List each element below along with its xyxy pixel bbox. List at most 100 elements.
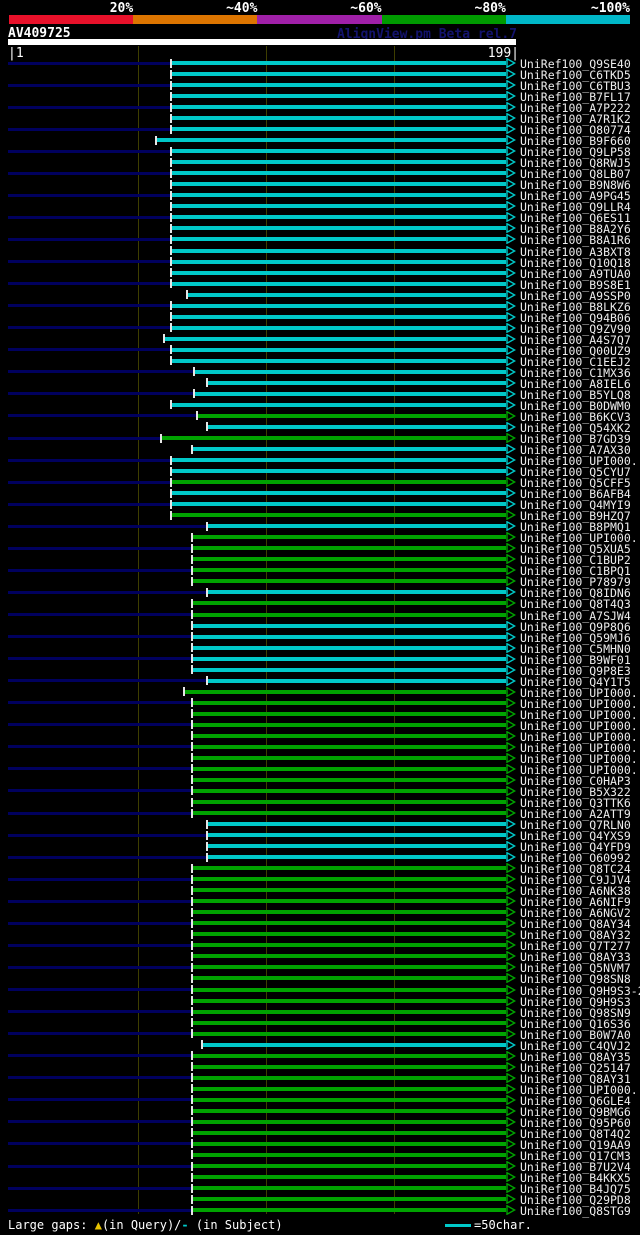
subject-label[interactable]: UniRef100_Q16S36 bbox=[520, 1016, 631, 1031]
subject-label[interactable]: UniRef100_UPI000.. bbox=[520, 685, 640, 700]
alignment-bar[interactable] bbox=[172, 204, 506, 209]
subject-label[interactable]: UniRef100_P78979 bbox=[520, 575, 631, 590]
alignment-bar[interactable] bbox=[192, 1031, 506, 1036]
subject-label[interactable]: UniRef100_Q19AA9 bbox=[520, 1137, 631, 1152]
alignment-bar[interactable] bbox=[192, 910, 506, 915]
subject-label[interactable]: UniRef100_B9F660 bbox=[520, 134, 631, 149]
alignment-bar[interactable] bbox=[192, 1053, 506, 1058]
subject-label[interactable]: UniRef100_A9SSP0 bbox=[520, 288, 631, 303]
alignment-bar[interactable] bbox=[172, 502, 506, 507]
subject-label[interactable]: UniRef100_Q25147 bbox=[520, 1060, 631, 1075]
alignment-bar[interactable] bbox=[192, 1020, 506, 1025]
alignment-bar[interactable] bbox=[197, 413, 506, 418]
alignment-bar[interactable] bbox=[192, 932, 506, 937]
alignment-bar[interactable] bbox=[172, 402, 506, 407]
alignment-bar[interactable] bbox=[172, 325, 506, 330]
alignment-bar[interactable] bbox=[172, 237, 506, 242]
subject-label[interactable]: UniRef100_Q9LP58 bbox=[520, 145, 631, 160]
alignment-bar[interactable] bbox=[208, 833, 506, 838]
alignment-bar[interactable] bbox=[192, 722, 506, 727]
subject-label[interactable]: UniRef100_A6NIF9 bbox=[520, 895, 631, 910]
alignment-bar[interactable] bbox=[192, 733, 506, 738]
alignment-bar[interactable] bbox=[192, 954, 506, 959]
alignment-bar[interactable] bbox=[192, 1197, 506, 1202]
alignment-bar[interactable] bbox=[192, 667, 506, 672]
subject-label[interactable]: UniRef100_UPI000.. bbox=[520, 751, 640, 766]
alignment-bar[interactable] bbox=[192, 899, 506, 904]
subject-label[interactable]: UniRef100_B8A2Y6 bbox=[520, 222, 631, 237]
subject-label[interactable]: UniRef100_B0DWM0 bbox=[520, 398, 631, 413]
subject-label[interactable]: UniRef100_Q00UZ9 bbox=[520, 343, 631, 358]
subject-label[interactable]: UniRef100_A6NGV2 bbox=[520, 906, 631, 921]
alignment-bar[interactable] bbox=[192, 976, 506, 981]
alignment-bar[interactable] bbox=[192, 1119, 506, 1124]
alignment-bar[interactable] bbox=[156, 138, 506, 143]
alignment-bar[interactable] bbox=[192, 888, 506, 893]
alignment-bar[interactable] bbox=[161, 436, 506, 441]
alignment-bar[interactable] bbox=[192, 656, 506, 661]
alignment-bar[interactable] bbox=[172, 61, 506, 65]
subject-label[interactable]: UniRef100_Q8RWJ5 bbox=[520, 156, 631, 171]
alignment-bar[interactable] bbox=[192, 700, 506, 705]
subject-label[interactable]: UniRef100_C4QVJ2 bbox=[520, 1038, 631, 1053]
alignment-bar[interactable] bbox=[172, 226, 506, 231]
alignment-bar[interactable] bbox=[192, 1086, 506, 1091]
alignment-bar[interactable] bbox=[172, 193, 506, 198]
alignment-bar[interactable] bbox=[172, 94, 506, 99]
subject-label[interactable]: UniRef100_B7U2V4 bbox=[520, 1160, 631, 1174]
alignment-bar[interactable] bbox=[192, 1164, 506, 1168]
subject-label[interactable]: UniRef100_Q17CM3 bbox=[520, 1148, 631, 1163]
alignment-bar[interactable] bbox=[192, 998, 506, 1003]
subject-label[interactable]: UniRef100_Q3TTK6 bbox=[520, 796, 631, 810]
alignment-bar[interactable] bbox=[192, 1064, 506, 1069]
alignment-bar[interactable] bbox=[187, 292, 506, 297]
alignment-bar[interactable] bbox=[202, 1042, 506, 1047]
alignment-bar[interactable] bbox=[172, 314, 506, 319]
subject-label[interactable]: UniRef100_UPI000.. bbox=[520, 718, 640, 733]
alignment-bar[interactable] bbox=[208, 524, 506, 529]
subject-label[interactable]: UniRef100_Q59MJ6 bbox=[520, 630, 631, 645]
alignment-bar[interactable] bbox=[172, 160, 506, 165]
alignment-bar[interactable] bbox=[192, 1097, 506, 1102]
subject-label[interactable]: UniRef100_B7FL17 bbox=[520, 90, 631, 105]
subject-label[interactable]: UniRef100_B0W7A0 bbox=[520, 1027, 631, 1042]
subject-label[interactable]: UniRef100_B9N8W6 bbox=[520, 178, 631, 193]
subject-label[interactable]: UniRef100_Q98SN9 bbox=[520, 1005, 631, 1020]
alignment-bar[interactable] bbox=[192, 645, 506, 650]
subject-label[interactable]: UniRef100_Q8AY33 bbox=[520, 950, 631, 965]
subject-label[interactable]: UniRef100_Q8IDN6 bbox=[520, 586, 631, 601]
alignment-bar[interactable] bbox=[192, 877, 506, 882]
subject-label[interactable]: UniRef100_B4KKX5 bbox=[520, 1171, 631, 1186]
alignment-bar[interactable] bbox=[208, 822, 506, 827]
subject-label[interactable]: UniRef100_A7R1K2 bbox=[520, 112, 631, 127]
subject-label[interactable]: UniRef100_C6TKD5 bbox=[520, 68, 631, 83]
subject-label[interactable]: UniRef100_Q8T4Q3 bbox=[520, 597, 631, 612]
alignment-bar[interactable] bbox=[172, 149, 506, 154]
alignment-bar[interactable] bbox=[192, 634, 506, 639]
subject-label[interactable]: UniRef100_Q7T277 bbox=[520, 939, 631, 954]
subject-label[interactable]: UniRef100_Q8TC24 bbox=[520, 862, 631, 877]
alignment-bar[interactable] bbox=[192, 766, 506, 771]
subject-label[interactable]: UniRef100_C5MHN0 bbox=[520, 641, 631, 656]
alignment-bar[interactable] bbox=[185, 689, 506, 694]
alignment-bar[interactable] bbox=[172, 303, 506, 308]
alignment-bar[interactable] bbox=[164, 336, 506, 341]
alignment-bar[interactable] bbox=[172, 281, 506, 286]
subject-label[interactable]: UniRef100_A4S7Q7 bbox=[520, 332, 631, 347]
subject-label[interactable]: UniRef100_B6KCV3 bbox=[520, 409, 631, 424]
alignment-bar[interactable] bbox=[192, 987, 506, 992]
subject-label[interactable]: UniRef100_C9JJV4 bbox=[520, 873, 631, 888]
subject-label[interactable]: UniRef100_Q54XK2 bbox=[520, 420, 631, 435]
subject-label[interactable]: UniRef100_C1BPQ1 bbox=[520, 564, 631, 579]
subject-label[interactable]: UniRef100_Q9SE40 bbox=[520, 57, 631, 71]
subject-label[interactable]: UniRef100_Q29PD8 bbox=[520, 1193, 631, 1208]
alignment-bar[interactable] bbox=[192, 1152, 506, 1157]
alignment-bar[interactable] bbox=[172, 513, 506, 518]
subject-label[interactable]: UniRef100_Q8AY31 bbox=[520, 1071, 631, 1086]
subject-label[interactable]: UniRef100_Q5XUA5 bbox=[520, 542, 631, 557]
subject-label[interactable]: UniRef100_A9PG45 bbox=[520, 189, 631, 204]
subject-label[interactable]: UniRef100_Q9P8Q6 bbox=[520, 619, 631, 634]
alignment-bar[interactable] bbox=[172, 116, 506, 121]
alignment-bar[interactable] bbox=[192, 811, 506, 816]
alignment-bar[interactable] bbox=[192, 1208, 506, 1213]
